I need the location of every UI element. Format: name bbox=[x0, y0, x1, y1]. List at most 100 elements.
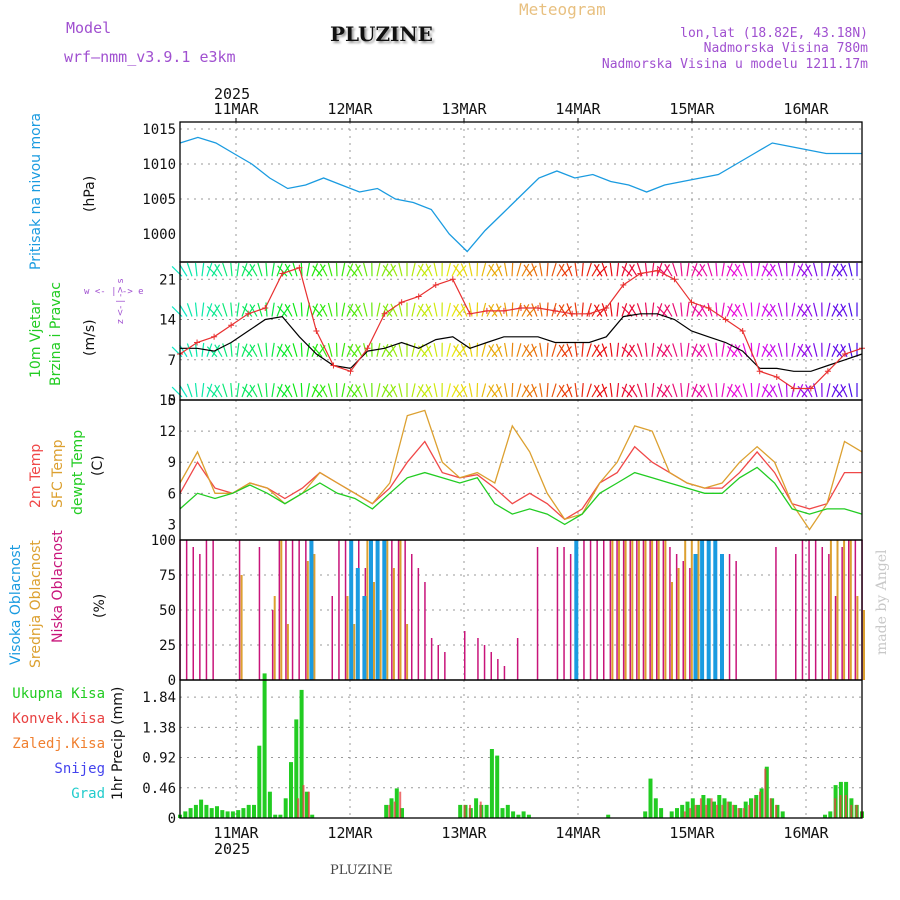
precip-total-bar bbox=[733, 804, 738, 818]
wind-arrow bbox=[386, 345, 397, 358]
wind-arrow bbox=[539, 383, 543, 398]
wind-arrow bbox=[726, 383, 733, 398]
cloud-low-bar bbox=[636, 540, 638, 680]
wind-arrow bbox=[376, 262, 381, 277]
precip-conv-bar bbox=[748, 804, 751, 818]
precip-conv-bar bbox=[463, 804, 466, 818]
wind-arrow bbox=[214, 384, 223, 398]
wind-arrow bbox=[335, 302, 338, 317]
wind-arrow bbox=[574, 342, 578, 357]
wind-arrow bbox=[531, 263, 538, 277]
cloud-mid-bar bbox=[631, 540, 634, 680]
cloud-low-bar bbox=[192, 547, 194, 680]
wind-arrow bbox=[601, 383, 608, 398]
wind-arrow bbox=[306, 383, 310, 398]
wind-arrow bbox=[715, 382, 718, 398]
cloud-mid-bar bbox=[399, 540, 402, 680]
wind-arrow bbox=[523, 344, 533, 358]
wind-arrow bbox=[186, 262, 193, 277]
wind-arrow bbox=[785, 302, 788, 317]
cloud-high-bar bbox=[355, 568, 360, 680]
cloud-low-bar bbox=[854, 540, 857, 680]
wind-arrow bbox=[742, 262, 748, 277]
wind-arrow bbox=[661, 264, 671, 277]
cloud-mid-bar bbox=[829, 540, 832, 680]
wind-arrow bbox=[416, 303, 424, 317]
wind-arrow bbox=[276, 343, 283, 357]
wind-arrow bbox=[281, 344, 291, 358]
precip-total-bar bbox=[659, 808, 664, 818]
wind-arrow bbox=[574, 302, 578, 317]
wind-arrow bbox=[425, 263, 433, 277]
wind-arrow bbox=[491, 265, 502, 277]
wind-arrow bbox=[201, 302, 205, 317]
wind-arrow bbox=[382, 385, 393, 398]
wind-arrow bbox=[546, 262, 549, 277]
wind-arrow bbox=[300, 382, 303, 398]
wind-arrow bbox=[692, 386, 703, 398]
precip-total-bar bbox=[764, 766, 769, 818]
wind-arrow bbox=[504, 302, 508, 317]
precip-conv-bar bbox=[716, 804, 718, 818]
wind-arrow bbox=[316, 385, 326, 398]
wind-arrow bbox=[680, 262, 683, 277]
wind-gust-marker bbox=[637, 270, 644, 277]
wind-arrow bbox=[734, 384, 743, 398]
wind-gust-marker bbox=[364, 345, 371, 352]
cloud-mid-bar bbox=[379, 610, 382, 680]
wind-arrow bbox=[785, 382, 788, 398]
meteogram-title: Meteogram bbox=[519, 0, 606, 19]
date-label-top: 16MAR bbox=[783, 100, 829, 118]
wind-arrow bbox=[566, 303, 573, 317]
precip-total-bar bbox=[225, 811, 230, 818]
precip-total-bar bbox=[648, 778, 653, 818]
panel-frame bbox=[179, 679, 863, 819]
wind-arrow bbox=[761, 383, 769, 398]
wind-speed-line bbox=[180, 313, 863, 372]
precip-total-bar bbox=[489, 749, 494, 818]
precip-total-bar bbox=[310, 814, 315, 818]
date-label-bottom: 16MAR bbox=[783, 824, 829, 842]
wind-arrow bbox=[686, 383, 690, 398]
wind-arrow bbox=[351, 345, 361, 358]
cloud-low-bar bbox=[391, 540, 393, 680]
wind-arrow bbox=[707, 262, 713, 277]
wind-arrow bbox=[241, 262, 248, 277]
wind-arrow bbox=[777, 383, 783, 398]
wind-arrow bbox=[756, 342, 760, 357]
precip-conv-bar bbox=[469, 804, 471, 818]
wind-arrow bbox=[699, 304, 708, 317]
wind-arrow bbox=[831, 303, 839, 317]
wind-arrow bbox=[460, 383, 468, 398]
precip-conv-bar bbox=[694, 804, 697, 818]
cloud-low-bar bbox=[424, 582, 426, 680]
date-label-bottom: 11MAR bbox=[213, 824, 259, 842]
wind-gust-marker bbox=[296, 264, 303, 271]
precip-total-bar bbox=[230, 811, 235, 818]
wind-arrow bbox=[761, 263, 769, 277]
wind-gust-marker bbox=[211, 333, 218, 340]
wind-gust-marker bbox=[432, 282, 439, 288]
wind-arrow bbox=[791, 262, 796, 277]
wind-arrow bbox=[831, 263, 839, 277]
y-tick-label: 100 bbox=[151, 533, 176, 549]
cloud-low-bar bbox=[477, 638, 479, 680]
wind-arrow bbox=[742, 383, 748, 398]
wind-arrow bbox=[727, 265, 738, 277]
wind-arrow bbox=[813, 302, 818, 317]
wind-gust-marker bbox=[841, 351, 848, 357]
wind-arrow bbox=[727, 345, 738, 358]
cloud-low-bar bbox=[821, 547, 823, 680]
wind-arrow bbox=[656, 383, 663, 398]
cloud-low-bar bbox=[417, 568, 420, 680]
wind-gust-marker bbox=[228, 322, 235, 329]
precip-total-bar bbox=[257, 745, 262, 818]
wind-arrow bbox=[416, 263, 424, 277]
y-tick-label: 9 bbox=[168, 455, 176, 471]
y-tick-label: 1.38 bbox=[142, 720, 176, 736]
wind-arrow bbox=[346, 263, 354, 277]
wind-arrow bbox=[456, 385, 467, 398]
wind-arrow bbox=[539, 342, 543, 357]
wind-gust-marker bbox=[671, 276, 678, 283]
wind-arrow bbox=[476, 382, 479, 398]
